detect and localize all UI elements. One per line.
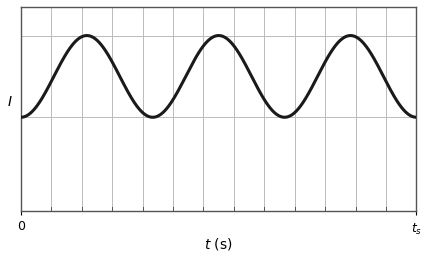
X-axis label: $t$ (s): $t$ (s) [204, 236, 233, 252]
Text: $t_s$: $t_s$ [411, 222, 422, 237]
Y-axis label: $I$: $I$ [7, 95, 13, 109]
